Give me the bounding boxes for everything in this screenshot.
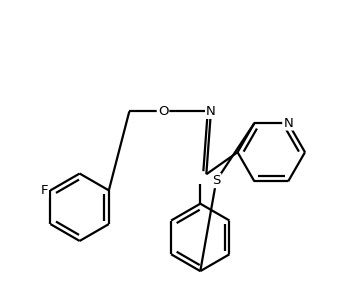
Text: F: F: [40, 184, 48, 197]
Text: N: N: [283, 116, 293, 130]
Text: S: S: [212, 174, 221, 187]
Text: O: O: [158, 105, 168, 118]
Text: N: N: [206, 105, 216, 118]
